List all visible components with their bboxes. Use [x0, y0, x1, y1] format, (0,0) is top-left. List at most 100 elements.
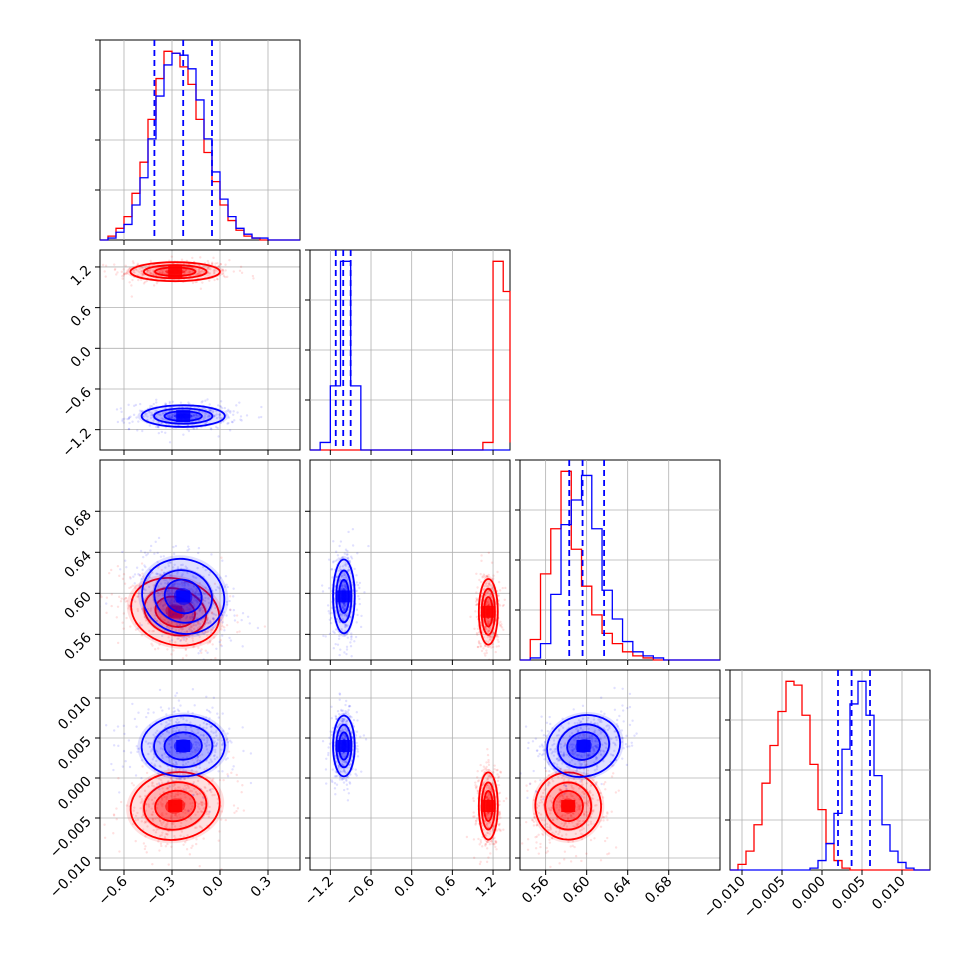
scatter-point — [557, 800, 561, 804]
scatter-point — [558, 788, 561, 791]
scatter-point — [333, 744, 336, 748]
scatter-point — [206, 634, 209, 637]
scatter-point — [164, 582, 167, 585]
scatter-point — [130, 284, 133, 287]
scatter-point — [142, 273, 145, 277]
scatter-panel-p1-p3 — [99, 459, 301, 661]
scatter-point — [485, 822, 488, 825]
scatter-point — [236, 630, 239, 634]
scatter-point — [358, 586, 361, 590]
scatter-point — [476, 776, 479, 779]
scatter-point — [207, 751, 210, 754]
scatter-point — [580, 779, 583, 782]
scatter-point — [199, 825, 202, 829]
scatter-point — [613, 686, 616, 690]
scatter-point — [497, 644, 501, 648]
scatter-point — [621, 709, 625, 712]
scatter-point — [191, 844, 194, 848]
scatter-point — [130, 782, 134, 785]
scatter-point — [150, 405, 154, 408]
scatter-point — [599, 710, 603, 713]
scatter-point — [596, 765, 599, 769]
scatter-point — [165, 724, 168, 728]
scatter-point — [220, 644, 223, 648]
scatter-point — [545, 851, 548, 854]
scatter-point — [174, 641, 177, 644]
scatter-point — [167, 768, 170, 771]
scatter-point — [486, 748, 489, 751]
scatter-point — [97, 800, 99, 802]
scatter-point — [101, 263, 105, 267]
scatter-point — [145, 412, 148, 416]
scatter-point — [342, 781, 346, 784]
scatter-point — [588, 789, 592, 793]
scatter-point — [501, 586, 504, 590]
scatter-point — [134, 628, 138, 631]
scatter-point — [195, 770, 198, 773]
scatter-point — [137, 278, 140, 282]
scatter-point — [571, 821, 574, 824]
scatter-point — [161, 709, 164, 712]
scatter-point — [140, 820, 143, 823]
scatter-point — [110, 604, 113, 608]
scatter-point — [226, 422, 229, 425]
scatter-point — [199, 800, 203, 804]
scatter-point — [228, 595, 232, 598]
scatter-point — [196, 628, 200, 631]
scatter-point — [172, 545, 175, 549]
scatter-point — [211, 617, 215, 620]
scatter-point — [226, 585, 229, 589]
scatter-point — [338, 621, 342, 624]
scatter-point — [210, 262, 214, 266]
scatter-point — [573, 748, 576, 751]
scatter-point — [218, 404, 222, 408]
scatter-point — [225, 623, 229, 627]
scatter-point — [159, 574, 162, 577]
scatter-point — [488, 832, 491, 835]
scatter-point — [185, 637, 189, 641]
scatter-point — [340, 778, 344, 781]
scatter-point — [143, 564, 146, 567]
scatter-point — [477, 631, 481, 634]
scatter-point — [191, 688, 195, 691]
scatter-point — [342, 788, 346, 792]
scatter-point — [597, 728, 601, 731]
scatter-point — [489, 775, 493, 778]
scatter-point — [480, 769, 484, 773]
scatter-point — [476, 780, 480, 783]
scatter-point — [335, 730, 338, 734]
scatter-point — [465, 835, 469, 839]
scatter-point — [95, 766, 97, 768]
scatter-point — [183, 581, 186, 584]
scatter-point — [136, 262, 140, 265]
scatter-point — [534, 847, 538, 850]
scatter-point — [198, 410, 201, 413]
scatter-point — [489, 634, 493, 637]
scatter-point — [201, 602, 205, 605]
scatter-point — [348, 704, 351, 708]
scatter-point — [502, 628, 505, 631]
scatter-point — [177, 729, 181, 732]
scatter-point — [340, 588, 343, 591]
scatter-point — [219, 618, 222, 622]
scatter-point — [339, 769, 342, 773]
scatter-point — [198, 581, 202, 585]
scatter-point — [238, 630, 241, 633]
scatter-point — [133, 573, 137, 576]
scatter-point — [169, 573, 172, 577]
scatter-point — [191, 782, 195, 786]
scatter-point — [131, 420, 134, 423]
scatter-point — [343, 770, 346, 773]
scatter-point — [486, 576, 490, 579]
scatter-point — [617, 789, 620, 792]
scatter-point — [195, 272, 199, 276]
scatter-point — [485, 603, 488, 606]
scatter-point — [191, 575, 195, 578]
scatter-point — [540, 801, 544, 804]
scatter-point — [485, 847, 489, 850]
scatter-point — [568, 761, 571, 764]
scatter-point — [497, 776, 500, 779]
scatter-point — [160, 573, 163, 576]
scatter-point — [346, 578, 349, 581]
scatter-point — [558, 828, 562, 831]
